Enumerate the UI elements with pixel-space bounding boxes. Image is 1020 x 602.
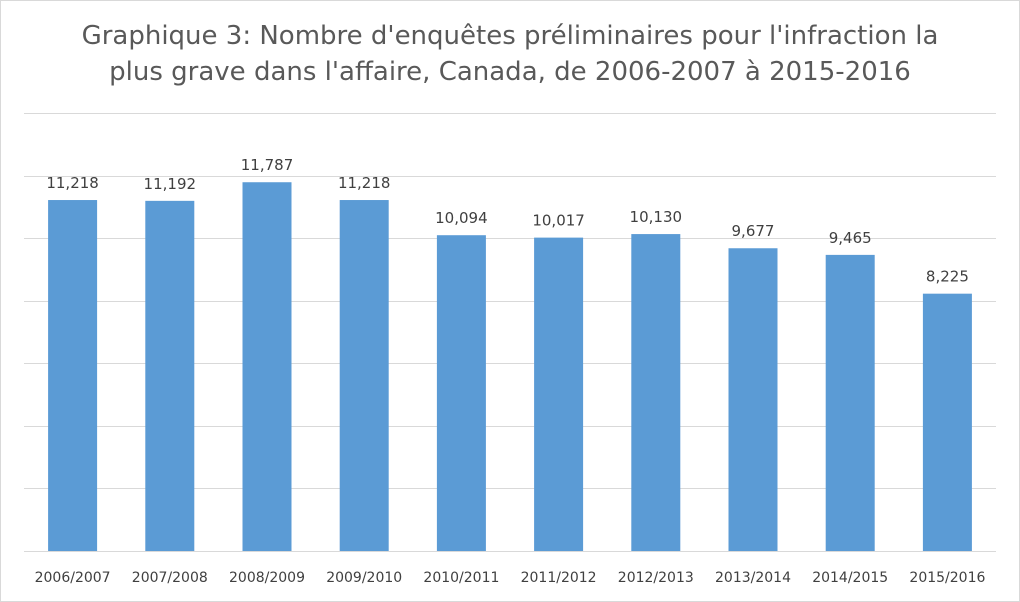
bar-2014-2015 — [825, 254, 875, 551]
data-label: 10,094 — [435, 209, 488, 227]
bar-2011-2012 — [534, 237, 584, 551]
data-label: 11,218 — [46, 174, 99, 192]
x-tick-label: 2009/2010 — [326, 570, 402, 586]
data-label: 11,218 — [338, 174, 391, 192]
data-label: 10,130 — [630, 208, 683, 226]
x-tick-label: 2011/2012 — [521, 570, 597, 586]
x-tick-label: 2015/2016 — [909, 570, 985, 586]
x-tick-label: 2013/2014 — [715, 570, 791, 586]
data-label: 9,677 — [732, 222, 775, 240]
data-label: 8,225 — [926, 268, 969, 286]
data-label: 9,465 — [829, 229, 872, 247]
x-tick-label: 2010/2011 — [423, 570, 499, 586]
bar-2013-2014 — [728, 248, 778, 551]
bar-2012-2013 — [631, 234, 681, 551]
bar-2007-2008 — [145, 200, 195, 551]
bar-2006-2007 — [48, 200, 98, 551]
data-label: 11,787 — [241, 156, 294, 174]
data-label: 10,017 — [532, 212, 585, 230]
bar-2010-2011 — [436, 235, 486, 551]
data-label: 11,192 — [144, 175, 197, 193]
x-tick-label: 2012/2013 — [618, 570, 694, 586]
bar-2009-2010 — [339, 200, 389, 551]
chart-title-line-2: plus grave dans l'affaire, Canada, de 20… — [109, 57, 911, 87]
x-tick-label: 2007/2008 — [132, 570, 208, 586]
chart-title: Graphique 3: Nombre d'enquêtes prélimina… — [0, 18, 1020, 90]
x-tick-label: 2006/2007 — [35, 570, 111, 586]
bar-2008-2009 — [242, 182, 292, 551]
x-tick-label: 2014/2015 — [812, 570, 888, 586]
chart-title-line-1: Graphique 3: Nombre d'enquêtes prélimina… — [81, 21, 939, 51]
bar-2015-2016 — [922, 293, 972, 551]
x-tick-label: 2008/2009 — [229, 570, 305, 586]
